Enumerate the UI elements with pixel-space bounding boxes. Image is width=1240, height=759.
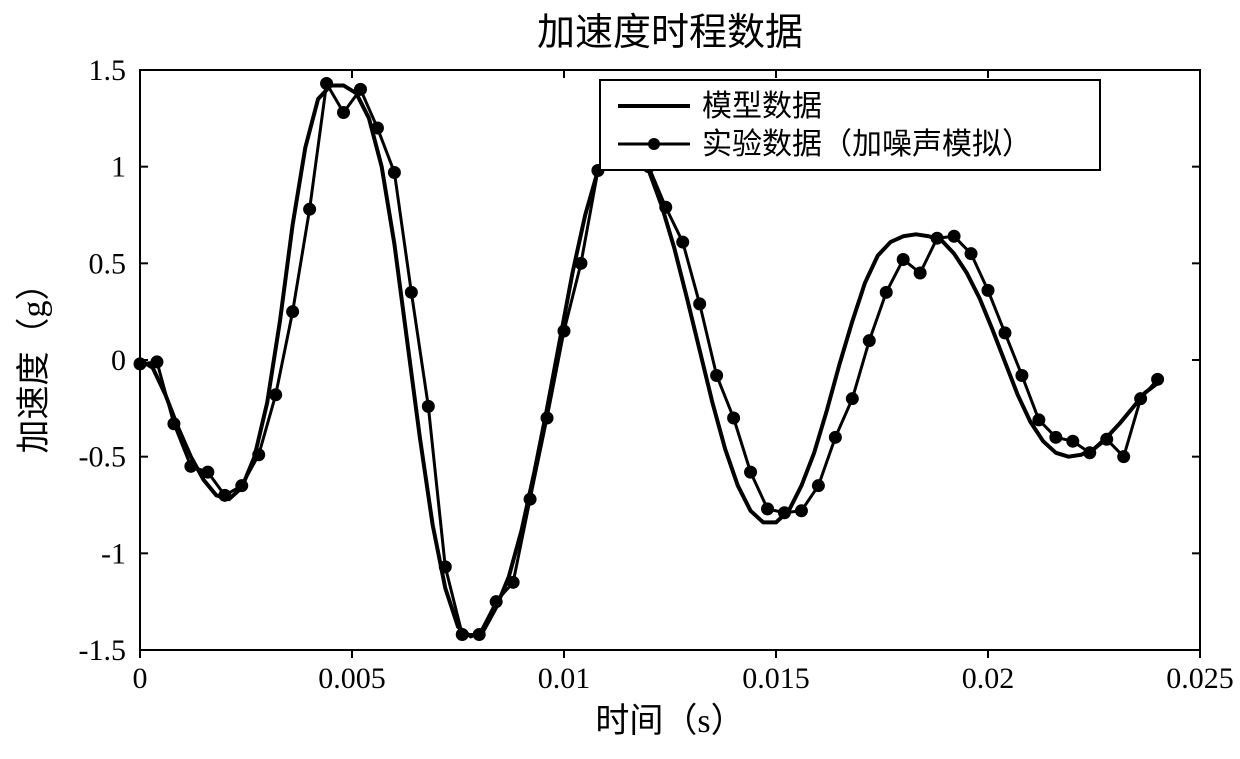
series-marker: [270, 389, 282, 401]
series-marker: [456, 629, 468, 641]
series-marker: [405, 286, 417, 298]
y-axis-label: 加速度（g）: [15, 267, 53, 454]
x-tick-label: 0.005: [318, 662, 386, 695]
series-marker: [490, 596, 502, 608]
series-marker: [1152, 373, 1164, 385]
series-marker: [660, 201, 672, 213]
series-marker: [558, 325, 570, 337]
x-tick-label: 0.01: [538, 662, 591, 695]
series-marker: [219, 489, 231, 501]
series-marker: [507, 576, 519, 588]
series-marker: [677, 236, 689, 248]
series-marker: [388, 166, 400, 178]
legend-label: 模型数据: [702, 90, 822, 123]
series-marker: [1135, 393, 1147, 405]
series-marker: [575, 257, 587, 269]
series-marker: [982, 284, 994, 296]
series-marker: [168, 418, 180, 430]
series-marker: [863, 335, 875, 347]
series-marker: [185, 460, 197, 472]
series-marker: [965, 248, 977, 260]
series-marker: [711, 369, 723, 381]
series-marker: [1118, 451, 1130, 463]
series-marker: [694, 298, 706, 310]
legend-label: 实验数据（加噪声模拟）: [702, 128, 1032, 161]
acceleration-chart: 0 0.005 0.01 0.015 0.02 0.025 -1.5 -1 -0.5 0 0.5 1 1…: [0, 0, 1240, 759]
y-tick-label: 0: [111, 344, 126, 377]
x-tick-label: 0.025: [1166, 662, 1234, 695]
y-tick-label: 1: [111, 151, 126, 184]
series-marker: [202, 466, 214, 478]
series-marker: [812, 480, 824, 492]
x-axis-label: 时间（s）: [595, 702, 744, 740]
y-tick-label: -1.5: [79, 634, 127, 667]
series-marker: [880, 286, 892, 298]
series-marker: [1016, 369, 1028, 381]
series-marker: [304, 203, 316, 215]
series-marker: [897, 253, 909, 265]
y-tick-label: 0.5: [89, 247, 127, 280]
series-marker: [134, 358, 146, 370]
series-marker: [999, 327, 1011, 339]
series-marker: [151, 356, 163, 368]
y-tick-label: -1: [101, 537, 126, 570]
series-marker: [778, 507, 790, 519]
series-marker: [1067, 435, 1079, 447]
series-marker: [762, 503, 774, 515]
series-marker: [829, 431, 841, 443]
series-marker: [524, 493, 536, 505]
series-marker: [1033, 414, 1045, 426]
x-tick-label: 0.02: [962, 662, 1015, 695]
series-marker: [321, 78, 333, 90]
series-marker: [931, 232, 943, 244]
series-marker: [439, 561, 451, 573]
legend-swatch-marker: [648, 138, 660, 150]
series-marker: [473, 629, 485, 641]
y-tick-label: -0.5: [79, 441, 127, 474]
y-tick-label: 1.5: [89, 54, 127, 87]
x-tick-label: 0.015: [742, 662, 810, 695]
series-marker: [745, 466, 757, 478]
series-marker: [354, 83, 366, 95]
chart-title: 加速度时程数据: [537, 12, 803, 54]
chart-container: 0 0.005 0.01 0.015 0.02 0.025 -1.5 -1 -0.5 0 0.5 1 1…: [0, 0, 1240, 759]
series-marker: [541, 412, 553, 424]
series-marker: [1084, 447, 1096, 459]
series-marker: [253, 449, 265, 461]
series-marker: [795, 505, 807, 517]
series-marker: [914, 267, 926, 279]
series-marker: [422, 400, 434, 412]
series-marker: [338, 107, 350, 119]
series-marker: [728, 412, 740, 424]
series-marker: [1101, 433, 1113, 445]
series-marker: [287, 306, 299, 318]
series-marker: [1050, 431, 1062, 443]
series-marker: [371, 122, 383, 134]
x-tick-label: 0: [133, 662, 148, 695]
series-marker: [846, 393, 858, 405]
series-marker: [948, 230, 960, 242]
series-marker: [236, 480, 248, 492]
